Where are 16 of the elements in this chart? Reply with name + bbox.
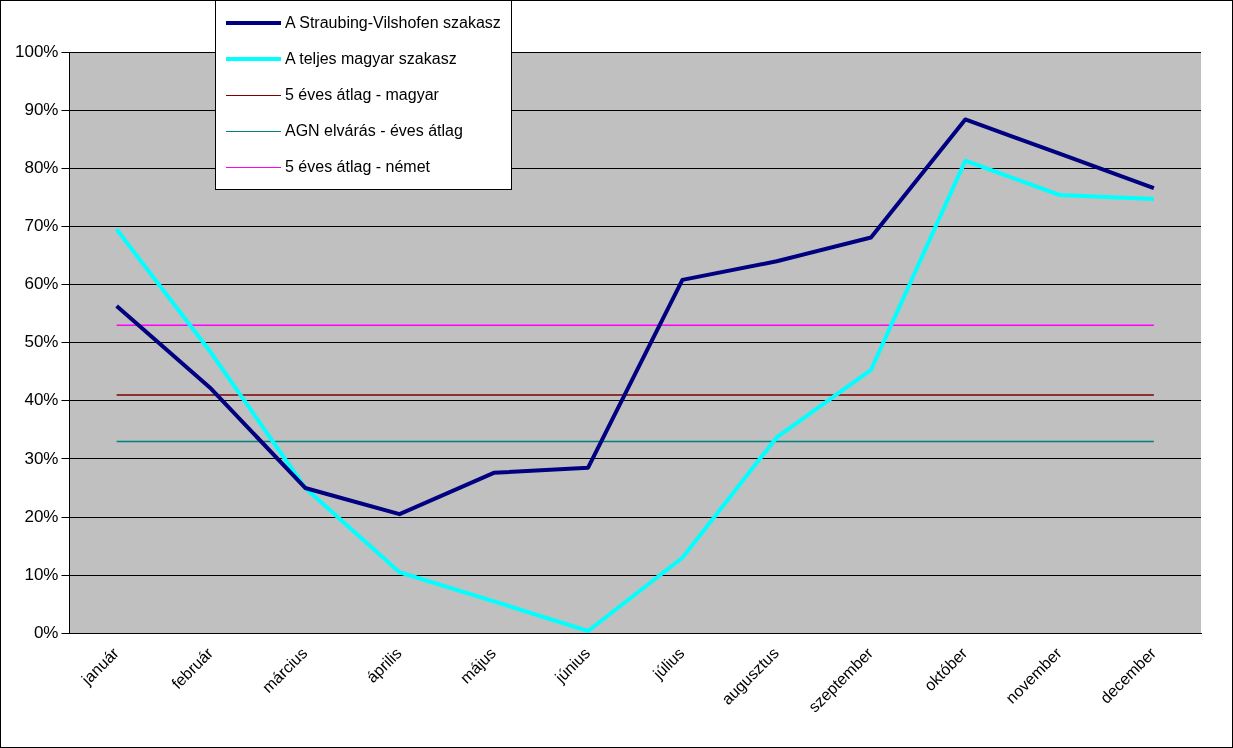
y-tick-label: 60%	[24, 274, 59, 294]
y-tick-label: 70%	[24, 216, 59, 236]
legend-label: A teljes magyar szakasz	[285, 50, 457, 68]
legend-label: 5 éves átlag - német	[285, 158, 430, 176]
y-tick-label: 100%	[15, 41, 59, 61]
y-tick-label: 80%	[24, 157, 59, 177]
y-tick-label: 40%	[24, 390, 59, 410]
y-tick-label: 90%	[24, 99, 59, 119]
legend-label: 5 éves átlag - magyar	[285, 86, 439, 104]
y-tick-label: 0%	[33, 623, 59, 642]
y-tick-label: 50%	[24, 332, 59, 352]
legend-label: A Straubing-Vilshofen szakasz	[285, 14, 501, 32]
y-tick-label: 10%	[24, 564, 59, 584]
y-tick-label: 30%	[24, 448, 59, 468]
legend-label: AGN elvárás - éves átlag	[285, 122, 463, 140]
y-tick-label: 20%	[24, 506, 59, 526]
